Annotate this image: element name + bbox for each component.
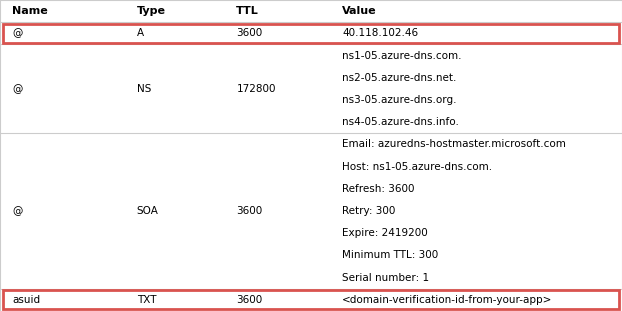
Text: Name: Name: [12, 6, 48, 16]
Text: <domain-verification-id-from-your-app>: <domain-verification-id-from-your-app>: [342, 295, 552, 305]
Text: @: @: [12, 84, 23, 94]
Text: 40.118.102.46: 40.118.102.46: [342, 28, 418, 38]
Text: Type: Type: [137, 6, 166, 16]
Text: A: A: [137, 28, 144, 38]
Text: Refresh: 3600: Refresh: 3600: [342, 184, 415, 194]
Text: Host: ns1-05.azure-dns.com.: Host: ns1-05.azure-dns.com.: [342, 162, 492, 172]
Text: Email: azuredns-hostmaster.microsoft.com: Email: azuredns-hostmaster.microsoft.com: [342, 139, 566, 149]
Text: TXT: TXT: [137, 295, 156, 305]
Text: ns4-05.azure-dns.info.: ns4-05.azure-dns.info.: [342, 117, 459, 127]
Text: asuid: asuid: [12, 295, 40, 305]
Text: @: @: [12, 28, 23, 38]
Text: SOA: SOA: [137, 206, 159, 216]
Text: NS: NS: [137, 84, 151, 94]
Text: 3600: 3600: [236, 206, 262, 216]
Text: Retry: 300: Retry: 300: [342, 206, 396, 216]
Bar: [3, 290, 619, 309]
Text: Serial number: 1: Serial number: 1: [342, 273, 429, 283]
Text: ns2-05.azure-dns.net.: ns2-05.azure-dns.net.: [342, 73, 457, 83]
Text: 3600: 3600: [236, 28, 262, 38]
Text: 172800: 172800: [236, 84, 276, 94]
Text: Value: Value: [342, 6, 377, 16]
Text: Expire: 2419200: Expire: 2419200: [342, 228, 428, 238]
Text: ns3-05.azure-dns.org.: ns3-05.azure-dns.org.: [342, 95, 457, 105]
Bar: [3, 24, 619, 43]
Text: @: @: [12, 206, 23, 216]
Text: TTL: TTL: [236, 6, 259, 16]
Text: 3600: 3600: [236, 295, 262, 305]
Text: Minimum TTL: 300: Minimum TTL: 300: [342, 250, 439, 261]
Text: ns1-05.azure-dns.com.: ns1-05.azure-dns.com.: [342, 50, 462, 61]
